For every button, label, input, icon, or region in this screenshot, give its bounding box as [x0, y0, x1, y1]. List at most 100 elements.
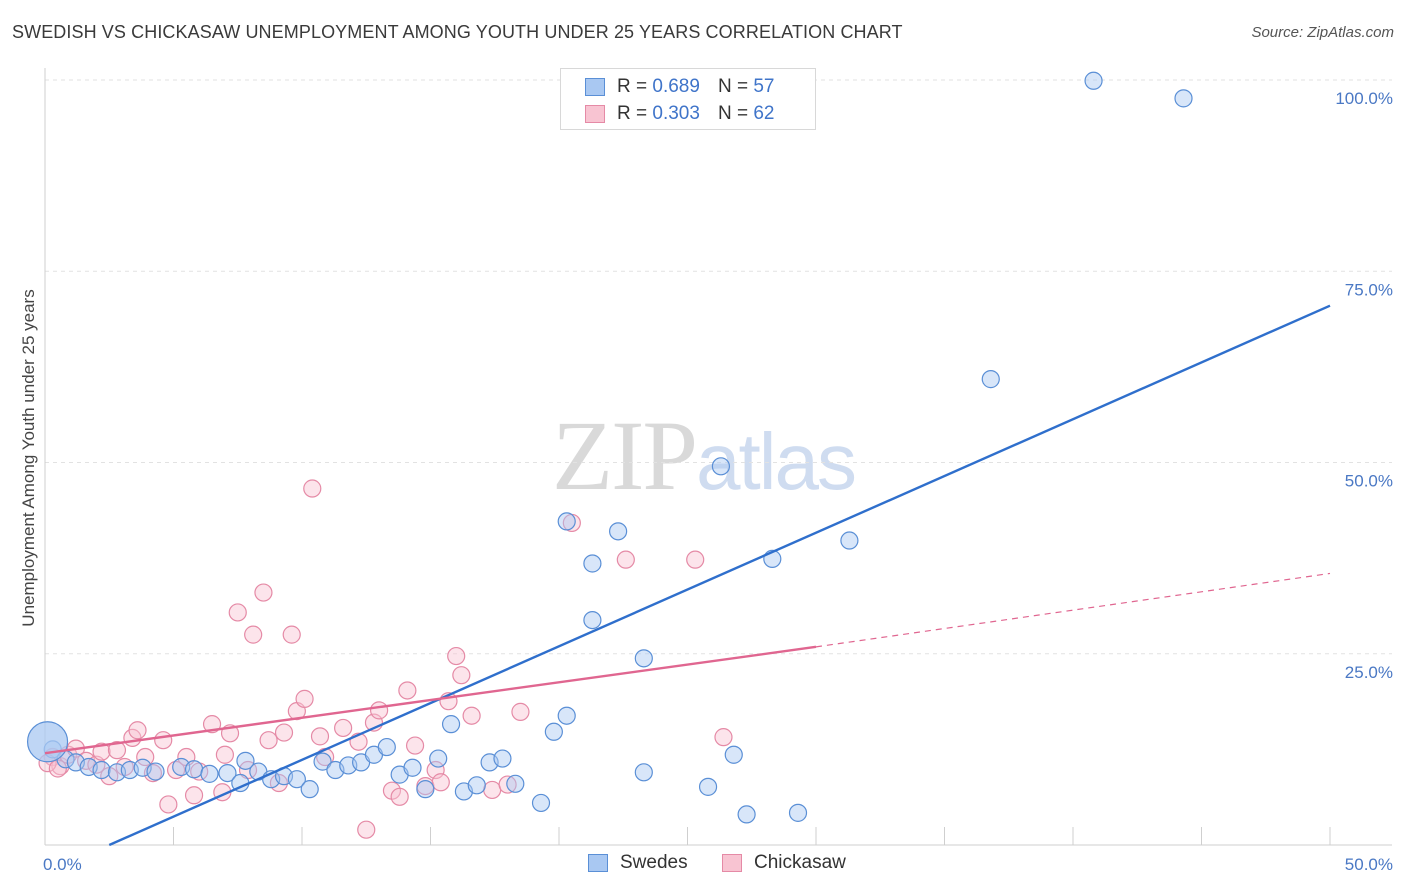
chickasaw-point — [136, 747, 155, 767]
legend-swatch-swedes — [585, 78, 605, 96]
chickasaw-point — [48, 759, 67, 778]
swedes-point — [146, 762, 165, 781]
swedes-point — [737, 805, 756, 824]
swedes-point — [557, 706, 576, 725]
watermark: ZIPatlas — [552, 398, 857, 513]
chickasaw-point — [254, 583, 273, 602]
swedes-point — [583, 610, 602, 630]
chickasaw-point — [259, 731, 278, 750]
chickasaw-point — [303, 479, 322, 498]
bottom-legend: Swedes Chickasaw — [0, 850, 1406, 880]
swedes-point — [236, 751, 255, 770]
chickasaw-point — [215, 745, 234, 764]
swedes-point — [634, 649, 653, 668]
swedes-point — [287, 770, 306, 789]
chickasaw-point — [498, 775, 517, 794]
chickasaw-point — [244, 625, 263, 644]
watermark-atlas: atlas — [696, 417, 857, 506]
swedes-point — [544, 722, 563, 741]
chickasaw-point — [462, 706, 481, 725]
chickasaw-point — [166, 760, 186, 780]
swedes-point — [840, 531, 859, 550]
bottom-legend-label-chickasaw: Chickasaw — [754, 852, 846, 873]
swedes-point — [788, 803, 808, 822]
swedes-point — [531, 793, 551, 813]
swedes-point — [1084, 71, 1103, 90]
chickasaw-points — [38, 479, 733, 839]
bottom-legend-swedes: Swedes — [588, 852, 688, 874]
swedes-point — [200, 764, 219, 783]
chickasaw-trend-line — [44, 645, 817, 755]
chickasaw-point — [228, 603, 247, 622]
chickasaw-point — [483, 780, 502, 800]
swedes-point — [467, 776, 486, 795]
chickasaw-point — [154, 731, 173, 750]
trend-lines — [44, 304, 1331, 847]
chickasaw-point — [370, 701, 389, 720]
source-label: Source: ZipAtlas.com — [1251, 24, 1394, 41]
x-tick-label-0: 0.0% — [43, 855, 82, 874]
legend-row-chickasaw: R = 0.303 N = 62 — [585, 102, 774, 126]
chickasaw-point — [282, 625, 301, 644]
chickasaw-point — [92, 742, 111, 761]
swedes-point — [313, 752, 332, 771]
bottom-legend-swatch-swedes — [588, 854, 608, 872]
legend-r-value-chickasaw: 0.303 — [652, 103, 700, 124]
axes — [44, 68, 1392, 846]
legend-r-label: R = — [617, 76, 648, 97]
chickasaw-point — [334, 718, 353, 738]
chickasaw-point — [405, 736, 425, 755]
bottom-legend-chickasaw: Chickasaw — [722, 852, 846, 874]
y-axis-label: Unemployment Among Youth under 25 years — [19, 289, 38, 626]
chickasaw-point — [357, 820, 376, 839]
chickasaw-point — [452, 666, 471, 685]
legend-r-label: R = — [617, 103, 648, 124]
tick-labels: 100.0% 75.0% 50.0% 25.0% 0.0% 50.0% — [43, 89, 1393, 874]
swedes-point — [506, 774, 525, 793]
chickasaw-point — [274, 723, 294, 742]
swedes-point — [981, 370, 1000, 389]
swedes-point — [711, 457, 731, 476]
swedes-point — [1174, 89, 1193, 108]
swedes-point — [403, 758, 422, 777]
chickasaw-point — [511, 702, 530, 721]
legend-r-value-swedes: 0.689 — [652, 76, 700, 97]
chickasaw-point — [398, 681, 417, 700]
swedes-point — [609, 522, 628, 541]
watermark-zip: ZIP — [552, 400, 698, 511]
chickasaw-point — [686, 550, 705, 569]
y-tick-label-0: 100.0% — [1335, 89, 1393, 108]
swedes-point — [26, 721, 69, 763]
y-tick-label-1: 75.0% — [1345, 280, 1393, 299]
chickasaw-point — [295, 689, 314, 708]
swedes-point — [377, 737, 396, 757]
chickasaw-point — [714, 728, 733, 747]
legend-row-swedes: R = 0.689 N = 57 — [585, 75, 774, 99]
bottom-legend-label-swedes: Swedes — [620, 852, 688, 873]
swedes-point — [698, 777, 718, 796]
bottom-legend-swatch-chickasaw — [722, 854, 742, 872]
legend-n-label: N = — [717, 76, 749, 97]
chickasaw-point — [390, 787, 409, 806]
chickasaw-point — [431, 773, 450, 792]
chickasaw-point — [310, 727, 330, 746]
swedes-point — [724, 745, 743, 764]
swedes-point — [583, 554, 602, 573]
swedes-points — [26, 70, 1193, 824]
chickasaw-point — [447, 646, 466, 666]
swedes-point — [557, 512, 576, 531]
swedes-point — [634, 763, 653, 782]
swedes-point — [300, 780, 319, 799]
chickasaw-point — [159, 795, 178, 814]
chickasaw-point — [107, 741, 127, 760]
chickasaw-trend-extension — [815, 572, 1331, 648]
y-tick-label-3: 25.0% — [1345, 663, 1393, 682]
chickasaw-point — [184, 786, 204, 805]
legend-n-label: N = — [717, 103, 749, 124]
x-tick-label-1: 50.0% — [1345, 855, 1393, 874]
chickasaw-point — [616, 550, 635, 569]
swedes-point — [218, 763, 237, 783]
y-tick-label-2: 50.0% — [1345, 472, 1393, 491]
legend-n-value-swedes: 57 — [753, 76, 775, 97]
